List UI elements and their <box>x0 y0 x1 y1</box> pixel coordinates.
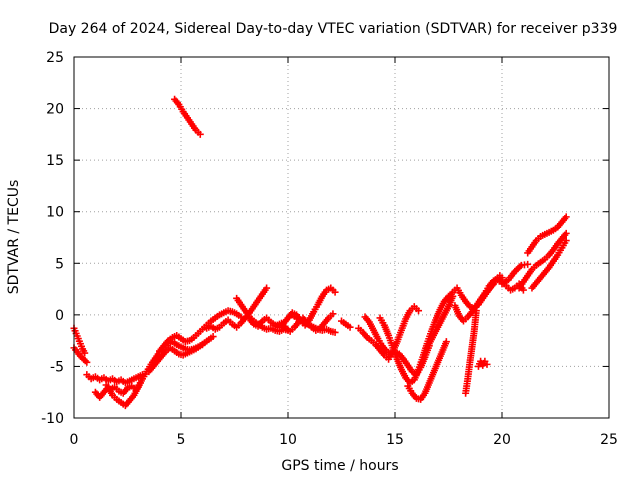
data-point <box>329 310 337 318</box>
data-point <box>524 260 532 268</box>
y-axis-label: SDTVAR / TECUs <box>6 180 22 295</box>
x-tick-label: 20 <box>493 432 511 448</box>
data-point <box>519 286 527 294</box>
y-tick-label: 20 <box>46 102 64 118</box>
data-point <box>331 288 339 296</box>
data-point <box>83 358 91 366</box>
plot-frame <box>73 56 610 419</box>
data-points <box>70 95 570 410</box>
x-tick-label: 5 <box>177 432 186 448</box>
data-point <box>196 130 204 138</box>
y-tick-label: 15 <box>46 153 64 169</box>
x-tick-label: 25 <box>600 432 618 448</box>
data-point <box>442 338 450 346</box>
data-point <box>415 307 423 315</box>
data-point <box>562 237 570 245</box>
data-point <box>562 213 570 221</box>
data-point <box>483 360 491 368</box>
data-point <box>209 333 217 341</box>
y-tick-label: 5 <box>55 256 64 272</box>
chart-title: Day 264 of 2024, Sidereal Day-to-day VTE… <box>49 21 618 37</box>
y-tick-label: -5 <box>50 359 64 375</box>
data-point <box>263 284 271 292</box>
data-point <box>562 229 570 237</box>
data-point <box>346 323 354 331</box>
data-point <box>472 307 480 315</box>
x-tick-label: 0 <box>70 432 79 448</box>
y-tick-label: 10 <box>46 205 64 221</box>
y-tick-label: 25 <box>46 50 64 66</box>
axis-ticks: 0 5 10 15 20 25 -10 -5 0 5 10 15 20 25 <box>41 50 618 448</box>
y-tick-label: 0 <box>55 308 64 324</box>
y-tick-label: -10 <box>41 411 64 427</box>
x-tick-label: 15 <box>386 432 404 448</box>
x-tick-label: 10 <box>279 432 297 448</box>
data-point <box>331 328 339 336</box>
data-point <box>81 349 89 357</box>
x-axis-label: GPS time / hours <box>281 458 398 474</box>
